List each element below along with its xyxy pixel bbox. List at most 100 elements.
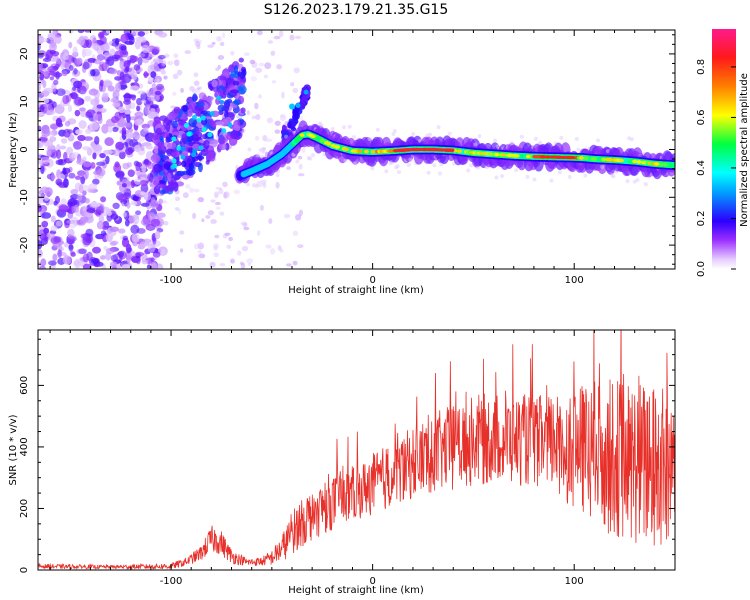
heatmap-blob	[71, 56, 76, 63]
heatmap-blob	[82, 49, 93, 57]
heatmap-blob	[55, 178, 63, 186]
heatmap-blob	[605, 149, 610, 154]
heatmap-blob	[152, 262, 158, 269]
heatmap-blob	[488, 152, 494, 156]
heatmap-blob	[207, 44, 214, 48]
heatmap-blob	[150, 104, 159, 109]
spectrogram-y-tick-label: 20	[19, 48, 30, 61]
heatmap-blob	[64, 120, 71, 127]
heatmap-blob	[99, 152, 106, 159]
heatmap-blob	[241, 66, 247, 73]
heatmap-blob	[143, 127, 149, 132]
heatmap-blob	[200, 110, 208, 115]
heatmap-blob	[210, 199, 216, 203]
heatmap-blob	[74, 109, 81, 117]
heatmap-blob	[139, 180, 149, 187]
heatmap-blob	[301, 147, 306, 154]
heatmap-blob	[130, 200, 138, 206]
heatmap-blob	[217, 55, 225, 60]
heatmap-blob	[269, 248, 276, 255]
heatmap-blob	[211, 79, 218, 88]
heatmap-blob	[78, 120, 87, 129]
heatmap-blob	[265, 138, 273, 143]
heatmap-blob	[230, 258, 235, 264]
heatmap-blob	[62, 94, 70, 105]
heatmap-blob	[68, 41, 73, 49]
heatmap-blob	[52, 253, 58, 262]
heatmap-blob	[300, 115, 304, 122]
heatmap-blob	[218, 142, 227, 151]
heatmap-blob	[249, 59, 256, 65]
heatmap-blob	[357, 149, 363, 154]
heatmap-blob	[254, 102, 259, 110]
heatmap-blob	[247, 262, 252, 267]
heatmap-blob	[370, 150, 376, 154]
heatmap-blob	[196, 117, 202, 123]
heatmap-blob	[67, 236, 77, 242]
heatmap-blob	[74, 58, 81, 67]
heatmap-blob	[38, 139, 44, 149]
heatmap-blob	[457, 149, 463, 153]
heatmap-blob	[213, 246, 218, 251]
heatmap-blob	[215, 67, 220, 72]
heatmap-blob	[167, 172, 172, 182]
heatmap-blob	[256, 30, 263, 36]
heatmap-blob	[171, 136, 177, 142]
heatmap-blob	[297, 155, 303, 160]
heatmap-blob	[632, 159, 638, 164]
heatmap-blob	[157, 54, 166, 60]
snr-x-axis-label: Height of straight line (km)	[288, 585, 424, 596]
heatmap-blob	[198, 145, 204, 151]
heatmap-blob	[149, 173, 154, 183]
heatmap-blob	[255, 67, 263, 73]
heatmap-blob	[130, 224, 140, 234]
heatmap-blob	[191, 152, 197, 158]
heatmap-blob	[68, 30, 74, 34]
heatmap-blob	[268, 218, 273, 225]
heatmap-blob	[200, 115, 206, 121]
heatmap-blob	[38, 156, 43, 164]
heatmap-blob	[105, 58, 110, 65]
heatmap-blob	[607, 158, 613, 162]
heatmap-blob	[466, 168, 471, 173]
heatmap-blob	[215, 121, 225, 126]
heatmap-blob	[141, 44, 150, 54]
heatmap-blob	[81, 184, 90, 192]
heatmap-blob	[118, 250, 127, 260]
heatmap-blob	[567, 174, 572, 179]
heatmap-blob	[251, 115, 257, 120]
heatmap-blob	[671, 162, 675, 169]
heatmap-blob	[123, 99, 131, 105]
heatmap-blob	[468, 163, 473, 168]
heatmap-blob	[217, 104, 227, 112]
heatmap-blob	[47, 65, 57, 73]
heatmap-blob	[335, 145, 341, 149]
heatmap-blob	[246, 182, 251, 187]
heatmap-blob	[103, 44, 111, 52]
heatmap-blob	[87, 57, 96, 63]
heatmap-blob	[88, 183, 98, 191]
heatmap-blob	[643, 182, 648, 187]
heatmap-blob	[213, 191, 220, 198]
heatmap-blob	[188, 117, 197, 128]
heatmap-blob	[258, 62, 265, 67]
heatmap-blob	[319, 123, 324, 128]
heatmap-blob	[134, 178, 142, 185]
heatmap-blob	[152, 251, 161, 258]
spectrogram-y-tick-label: 10	[19, 95, 30, 108]
heatmap-blob	[91, 43, 100, 50]
heatmap-blob	[124, 109, 132, 115]
heatmap-blob	[176, 145, 182, 151]
heatmap-blob	[102, 225, 109, 230]
heatmap-blob	[207, 210, 214, 216]
heatmap-blob	[38, 109, 42, 118]
heatmap-blob	[411, 132, 416, 137]
heatmap-blob	[140, 191, 146, 196]
heatmap-blob	[408, 157, 413, 162]
heatmap-blob	[43, 87, 54, 94]
heatmap-blob	[217, 75, 227, 81]
heatmap-blob	[73, 80, 83, 89]
heatmap-blob	[150, 218, 161, 227]
